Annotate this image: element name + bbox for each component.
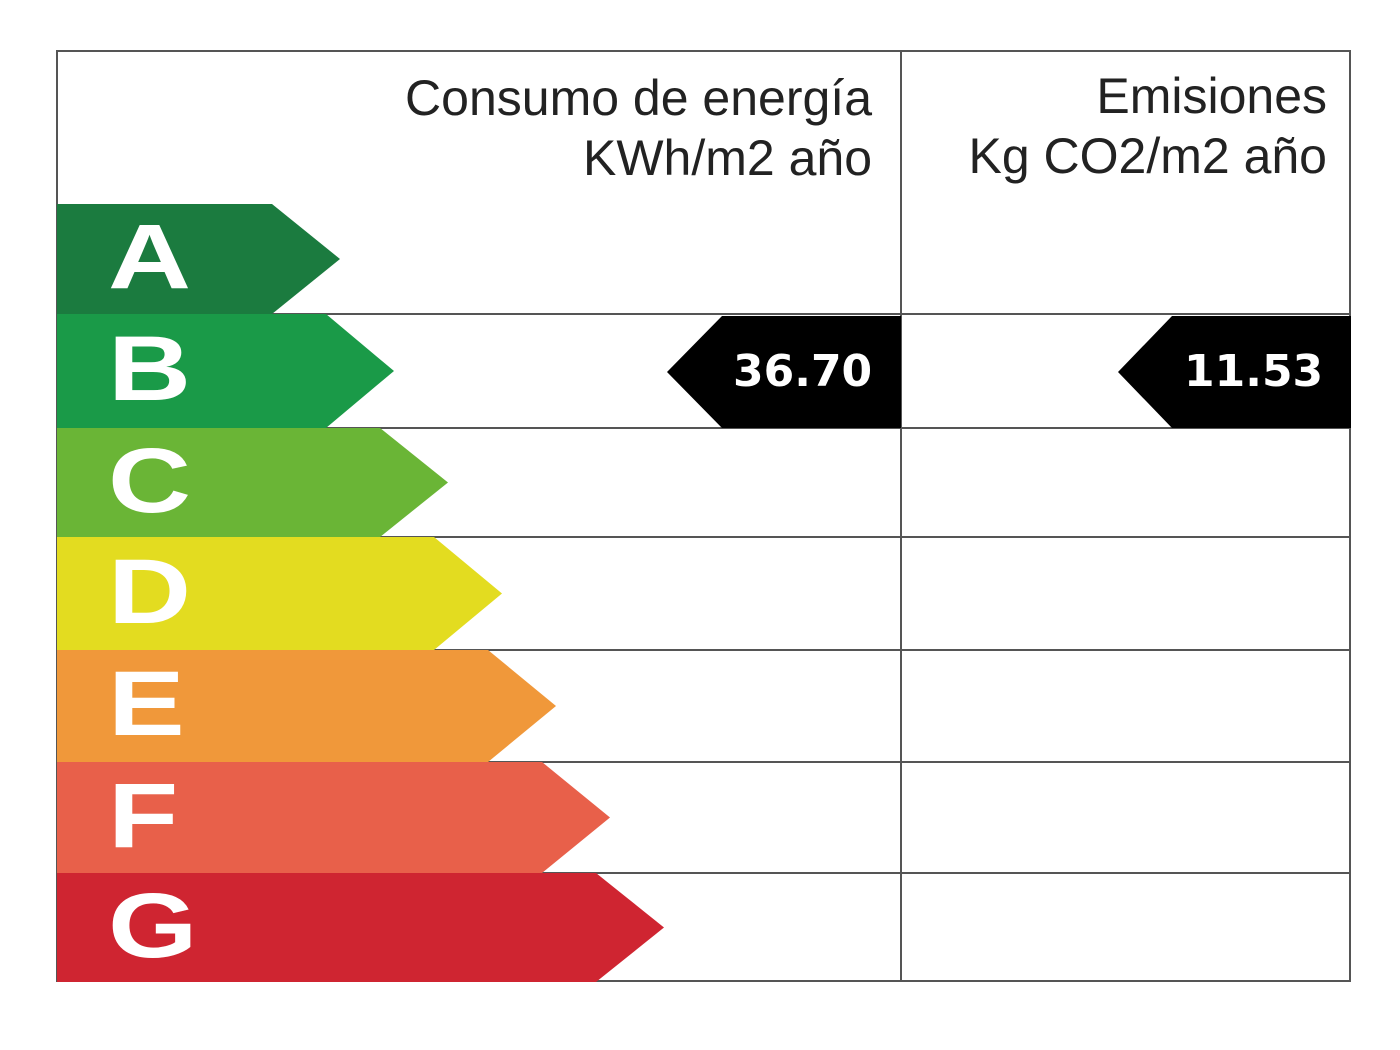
class-letter: F bbox=[108, 764, 179, 867]
row-divider bbox=[56, 313, 1351, 315]
class-arrow-a bbox=[57, 204, 340, 314]
class-letter: B bbox=[108, 318, 192, 420]
energy-header-unit: KWh/m2 año bbox=[582, 130, 872, 186]
energy-value: 36.70 bbox=[733, 346, 873, 397]
row-divider bbox=[56, 872, 1351, 874]
class-letter: E bbox=[108, 653, 185, 755]
class-letter: D bbox=[108, 540, 192, 643]
energy-header-title: Consumo de energía bbox=[405, 70, 872, 126]
class-arrow-d bbox=[57, 537, 502, 650]
column-divider bbox=[900, 50, 902, 982]
emissions-header: Emisiones Kg CO2/m2 año bbox=[905, 66, 1327, 186]
class-letter: C bbox=[108, 429, 192, 532]
energy-header: Consumo de energía KWh/m2 año bbox=[300, 68, 872, 188]
emissions-value: 11.53 bbox=[1184, 346, 1324, 397]
class-arrow-g bbox=[57, 873, 664, 982]
emissions-header-unit: Kg CO2/m2 año bbox=[968, 128, 1327, 184]
class-letter: G bbox=[108, 874, 198, 977]
emissions-header-title: Emisiones bbox=[1096, 68, 1327, 124]
class-arrow-f bbox=[57, 762, 610, 873]
class-arrow-c bbox=[57, 428, 448, 537]
emissions-marker bbox=[1118, 316, 1351, 428]
row-divider bbox=[56, 761, 1351, 763]
class-letter: A bbox=[108, 206, 192, 308]
row-divider bbox=[56, 536, 1351, 538]
class-arrow-e bbox=[57, 650, 556, 762]
energy-marker bbox=[667, 316, 901, 428]
row-divider bbox=[56, 649, 1351, 651]
row-divider bbox=[56, 427, 1351, 429]
class-arrow-b bbox=[57, 314, 394, 428]
